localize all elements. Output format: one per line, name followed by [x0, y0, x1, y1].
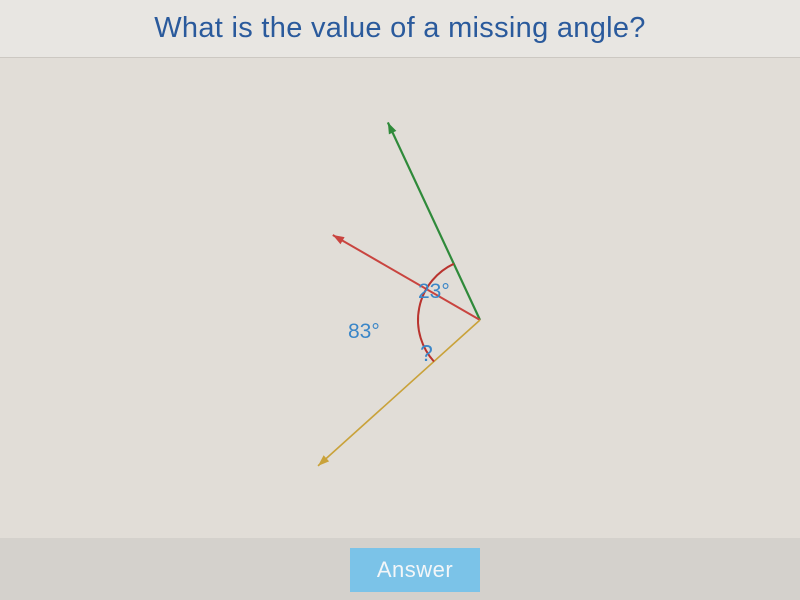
question-header: What is the value of a missing angle?: [0, 0, 800, 58]
ray-yellow: [318, 320, 480, 466]
angle-diagram-svg: [0, 58, 800, 538]
angle-label-unknown: ?: [420, 340, 433, 367]
angle-label-23: 23°: [418, 280, 450, 304]
arrowhead-green: [388, 122, 396, 134]
question-title: What is the value of a missing angle?: [154, 12, 645, 45]
arrowhead-red: [333, 235, 345, 244]
diagram-canvas: 23° 83° ?: [0, 58, 800, 538]
ray-red: [333, 235, 480, 320]
answer-button[interactable]: Answer: [350, 548, 480, 592]
angle-label-83: 83°: [348, 320, 380, 344]
